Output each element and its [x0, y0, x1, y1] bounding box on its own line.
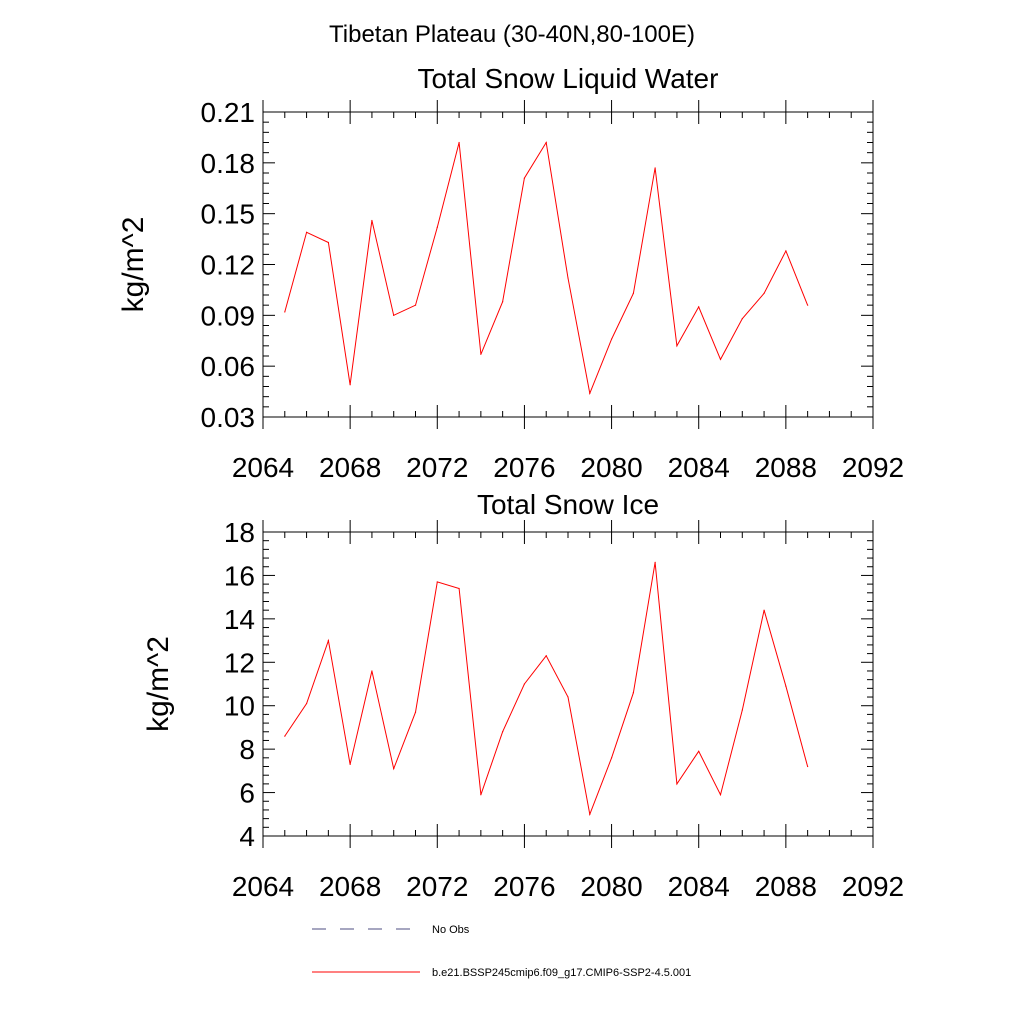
legend-entry-obs: No Obs: [312, 924, 470, 936]
data-point: [349, 763, 351, 765]
data-point: [480, 794, 482, 796]
y-tick-label: 12: [224, 647, 255, 678]
x-tick-label: 2064: [232, 871, 294, 902]
data-point: [741, 709, 743, 711]
panel-snow-liquid-water: Total Snow Liquid Water 2064 2068 2072 2076 2…: [117, 63, 904, 483]
data-point: [698, 750, 700, 752]
data-point: [807, 304, 809, 306]
data-point: [676, 783, 678, 785]
y-axis-label: kg/m^2: [117, 217, 150, 313]
data-point: [284, 735, 286, 737]
data-point: [589, 392, 591, 394]
data-point: [698, 306, 700, 308]
x-tick-label: 2080: [580, 452, 642, 483]
y-tick-label: 0.12: [201, 250, 256, 281]
y-tick-label: 0.15: [201, 199, 256, 230]
data-point: [393, 768, 395, 770]
data-point: [414, 304, 417, 306]
data-point: [393, 314, 395, 316]
x-tick-label: 2080: [580, 871, 642, 902]
data-point: [589, 813, 591, 815]
data-point: [545, 141, 547, 144]
data-point: [719, 358, 722, 360]
chart-title: Total Snow Liquid Water: [418, 63, 719, 94]
data-point: [305, 702, 308, 705]
x-tick-label: 2072: [406, 452, 468, 483]
legend-label-model: b.e21.BSSP245cmip6.f09_g17.CMIP6-SSP2-4.…: [432, 967, 691, 979]
y-tick-label: 0.03: [201, 402, 256, 433]
data-point: [349, 384, 351, 386]
data-point: [567, 277, 569, 279]
y-tick-label: 0.09: [201, 300, 256, 331]
data-point: [436, 581, 438, 583]
data-point: [305, 231, 308, 233]
data-point: [327, 241, 329, 244]
x-tick-label: 2084: [668, 871, 730, 902]
data-point: [807, 765, 809, 768]
data-point: [414, 711, 417, 713]
y-tick-label: 10: [224, 691, 255, 722]
data-point: [371, 670, 373, 672]
data-point: [545, 655, 547, 657]
data-point: [284, 311, 286, 313]
data-point: [523, 683, 526, 685]
series-line-model: [284, 562, 809, 817]
x-tick-label: 2076: [493, 871, 555, 902]
data-point: [458, 587, 460, 590]
y-tick-label: 18: [224, 517, 255, 548]
data-point: [741, 318, 743, 320]
data-point: [632, 692, 634, 694]
data-point: [610, 338, 613, 340]
y-tick-label: 8: [239, 734, 255, 765]
series-line-model: [284, 141, 809, 396]
plot-frame: [262, 531, 874, 837]
data-point: [458, 141, 460, 144]
legend-entry-model: b.e21.BSSP245cmip6.f09_g17.CMIP6-SSP2-4.…: [312, 967, 691, 979]
y-tick-label: 14: [224, 604, 255, 635]
data-point: [327, 639, 329, 642]
y-tick-label: 0.18: [201, 148, 256, 179]
x-tick-label: 2068: [319, 871, 381, 902]
y-tick-label: 0.21: [201, 97, 256, 128]
data-point: [371, 219, 373, 222]
data-point: [610, 757, 613, 759]
data-point: [763, 609, 765, 611]
legend: No Obs b.e21.BSSP245cmip6.f09_g17.CMIP6-…: [312, 924, 691, 979]
data-point: [785, 685, 787, 687]
data-point: [567, 696, 569, 698]
y-tick-label: 0.06: [201, 351, 256, 382]
x-tick-label: 2064: [232, 452, 294, 483]
figure-suptitle: Tibetan Plateau (30-40N,80-100E): [329, 21, 695, 48]
data-point: [654, 167, 656, 169]
chart-title: Total Snow Ice: [477, 489, 659, 520]
data-point: [632, 292, 634, 294]
panel-snow-ice: Total Snow Ice 2064 2068 2072 2076 2080 2084 20…: [142, 489, 904, 902]
legend-label-obs: No Obs: [432, 924, 470, 936]
y-tick-label: 6: [239, 778, 255, 809]
x-tick-label: 2088: [755, 452, 817, 483]
data-point: [785, 250, 787, 252]
x-tick-label: 2072: [406, 871, 468, 902]
data-point: [436, 226, 438, 228]
y-tick-label: 16: [224, 560, 255, 591]
data-point: [676, 345, 678, 347]
x-tick-label: 2088: [755, 871, 817, 902]
plot-frame: [262, 111, 874, 418]
data-point: [654, 561, 656, 564]
x-tick-label: 2084: [668, 452, 730, 483]
x-tick-label: 2068: [319, 452, 381, 483]
x-tick-label: 2076: [493, 452, 555, 483]
data-point: [502, 301, 504, 303]
y-tick-label: 4: [239, 821, 255, 852]
data-point: [763, 292, 765, 294]
x-tick-label: 2092: [842, 452, 904, 483]
x-tick-label: 2092: [842, 871, 904, 902]
data-point: [502, 731, 504, 733]
data-point: [523, 177, 526, 179]
data-point: [719, 794, 722, 796]
data-point: [480, 353, 482, 355]
y-axis-label: kg/m^2: [142, 636, 175, 732]
